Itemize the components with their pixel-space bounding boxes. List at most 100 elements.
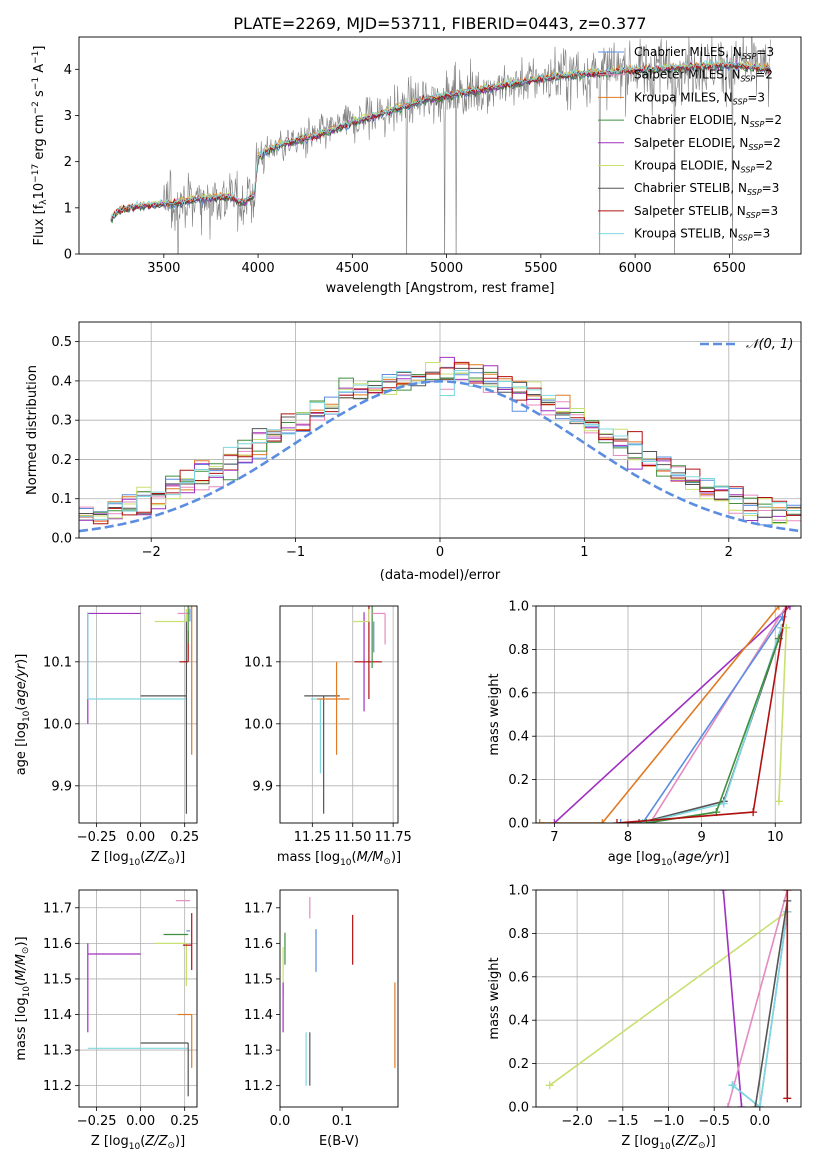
label-part: age [log bbox=[14, 722, 29, 775]
weight-marker bbox=[616, 819, 625, 823]
legend-part: SSP bbox=[742, 52, 757, 61]
legend-part: Salpeter ELODIE, N bbox=[634, 136, 748, 150]
x-axis-label: Z [log10(Z/Z⊙)] bbox=[91, 850, 185, 868]
weight-marker bbox=[612, 819, 621, 823]
weight-marker bbox=[751, 1103, 760, 1107]
y-tick-label: 0.6 bbox=[508, 970, 529, 985]
axes-frame bbox=[78, 889, 198, 1108]
label-part: ] bbox=[32, 46, 47, 51]
weight-marker bbox=[782, 623, 791, 632]
weight-line bbox=[620, 616, 784, 823]
label-part: 10 bbox=[661, 858, 673, 868]
label-part: E(B-V) bbox=[319, 1134, 359, 1149]
x-tick-label: 1 bbox=[580, 545, 588, 560]
y-tick-label: 0.8 bbox=[508, 643, 529, 658]
x-tick-label: 3500 bbox=[147, 261, 180, 276]
y-tick-label: 0.2 bbox=[508, 773, 529, 788]
x-tick-label: −1.0 bbox=[653, 1114, 685, 1129]
legend-part: =3 bbox=[762, 181, 780, 195]
model-spectrum-line bbox=[110, 61, 771, 221]
label-part: M/M bbox=[357, 850, 384, 865]
label-part: ( bbox=[140, 1134, 145, 1149]
y-tick-label: 1.0 bbox=[508, 884, 529, 899]
y-axis-label: age [log10(age/yr)] bbox=[14, 654, 32, 776]
x-tick-label: 6500 bbox=[713, 261, 746, 276]
label-part: age/yr bbox=[677, 850, 720, 865]
y-tick-label: 11.5 bbox=[244, 972, 273, 987]
x-tick-label: 0.00 bbox=[126, 830, 155, 845]
weight-marker bbox=[774, 606, 783, 610]
histogram-step bbox=[79, 370, 801, 520]
legend-label: Salpeter ELODIE, NSSP=2 bbox=[634, 136, 781, 152]
x-tick-label: 4000 bbox=[242, 261, 275, 276]
label-part: ( bbox=[14, 706, 29, 711]
label-part: ⊙ bbox=[167, 1141, 175, 1151]
label-part: Z [log bbox=[621, 1134, 659, 1149]
x-tick-label: 0.25 bbox=[170, 1114, 199, 1129]
axes-frame bbox=[279, 889, 399, 1108]
mass_vs_Z-panel: −0.25 0.00 0.25 11.2 11.3 11.4 11.5 11.6 11.7 Z [… bbox=[14, 889, 199, 1152]
y-tick-label: 0.0 bbox=[51, 532, 72, 547]
weight-marker bbox=[737, 1103, 746, 1107]
legend-part: Salpeter MILES, N bbox=[634, 68, 741, 82]
legend-part: Chabrier ELODIE, N bbox=[634, 113, 750, 127]
axes-frame bbox=[535, 889, 802, 1108]
x-tick-label: −2.0 bbox=[561, 1114, 593, 1129]
y-tick-label: 0.8 bbox=[508, 927, 529, 942]
y-tick-label: 2 bbox=[64, 155, 72, 170]
weight-marker bbox=[774, 797, 783, 806]
y-tick-label: 10.0 bbox=[43, 717, 72, 732]
x-tick-label: −1 bbox=[286, 545, 305, 560]
label-part: erg cm bbox=[32, 114, 47, 163]
x-axis-label: (data-model)/error bbox=[380, 568, 501, 583]
label-part: ⊙ bbox=[167, 857, 175, 867]
label-part: 10 bbox=[340, 858, 352, 868]
data-spectrum-line bbox=[110, 37, 771, 254]
label-part: 10 bbox=[22, 986, 32, 998]
y-tick-label: 1.0 bbox=[508, 600, 529, 615]
legend-part: =3 bbox=[753, 227, 771, 241]
legend-label: Kroupa STELIB, NSSP=3 bbox=[634, 227, 770, 243]
y-tick-label: 11.5 bbox=[43, 972, 72, 987]
legend-label: 𝒩(0, 1) bbox=[746, 337, 793, 352]
legend-part: =3 bbox=[760, 204, 778, 218]
legend-part: SSP bbox=[733, 97, 748, 106]
legend-label: Chabrier ELODIE, NSSP=2 bbox=[634, 113, 782, 129]
normal-curve bbox=[79, 379, 801, 533]
weight-marker bbox=[785, 606, 794, 610]
label-part: s bbox=[32, 90, 47, 101]
x-tick-label: 4500 bbox=[336, 261, 369, 276]
y-tick-label: 0.2 bbox=[508, 1057, 529, 1072]
legend-part: Chabrier MILES, N bbox=[634, 45, 742, 59]
x-axis-label: age [log10(age/yr)] bbox=[608, 850, 730, 868]
weight-marker bbox=[550, 819, 559, 823]
label-part: )] bbox=[14, 936, 29, 946]
label-part: M/M bbox=[14, 954, 29, 981]
label-part: age [log bbox=[608, 850, 661, 865]
y-axis-label: mass weight bbox=[487, 957, 502, 1039]
x-tick-label: 0.1 bbox=[332, 1114, 353, 1129]
age_vs_mass-panel: 11.25 11.50 11.75 9.9 10.0 10.1 mass [log10(M/… bbox=[244, 605, 412, 868]
axes-frame bbox=[78, 36, 802, 255]
age_vs_Z-panel: −0.25 0.00 0.259.910.010.1Z [log10(Z/Z⊙)]a… bbox=[14, 605, 199, 868]
residuals-panel: −2 −1 0 1 2 0.0 0.1 0.2 0.3 0.4 0.5 (data-model)/er… bbox=[25, 321, 802, 583]
weight-line bbox=[549, 911, 788, 1086]
legend-part: SSP bbox=[748, 143, 763, 152]
y-tick-label: 0.0 bbox=[508, 1101, 529, 1116]
weight-line bbox=[778, 627, 788, 802]
x-tick-label: −1.5 bbox=[607, 1114, 639, 1129]
mass_vs_ebv-panel: 0.0 0.1 11.2 11.3 11.4 11.5 11.6 11.7 E(B-V) bbox=[244, 889, 399, 1149]
label-part: mass [log bbox=[14, 997, 29, 1060]
legend-part: SSP bbox=[738, 234, 753, 243]
label-part: λ bbox=[39, 199, 49, 205]
y-axis-label: Normed distribution bbox=[25, 365, 40, 495]
x-tick-label: −0.25 bbox=[77, 1114, 117, 1129]
weight-marker bbox=[719, 890, 728, 894]
weight-line bbox=[727, 890, 789, 1107]
x-tick-label: −0.5 bbox=[698, 1114, 730, 1129]
x-tick-label: 7 bbox=[550, 830, 558, 845]
y-tick-label: 0.2 bbox=[51, 453, 72, 468]
label-part: Normed distribution bbox=[25, 365, 40, 495]
x-tick-label: 0.00 bbox=[126, 1114, 155, 1129]
